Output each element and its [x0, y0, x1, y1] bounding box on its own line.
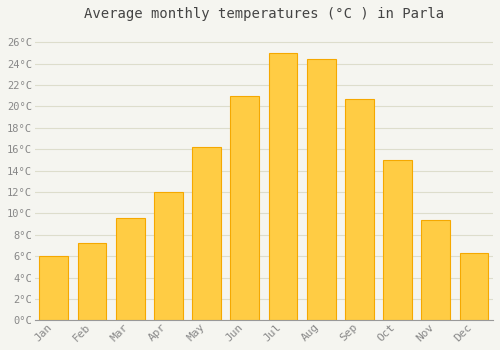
Title: Average monthly temperatures (°C ) in Parla: Average monthly temperatures (°C ) in Pa…	[84, 7, 444, 21]
Bar	[230, 96, 259, 320]
Bar	[422, 220, 450, 320]
Bar	[154, 192, 182, 320]
Bar	[78, 243, 106, 320]
Bar	[116, 218, 144, 320]
Bar	[40, 256, 68, 320]
Bar	[345, 99, 374, 320]
Bar	[307, 60, 336, 320]
Bar	[383, 160, 412, 320]
Bar	[460, 253, 488, 320]
Bar	[268, 53, 298, 320]
Bar	[192, 147, 221, 320]
